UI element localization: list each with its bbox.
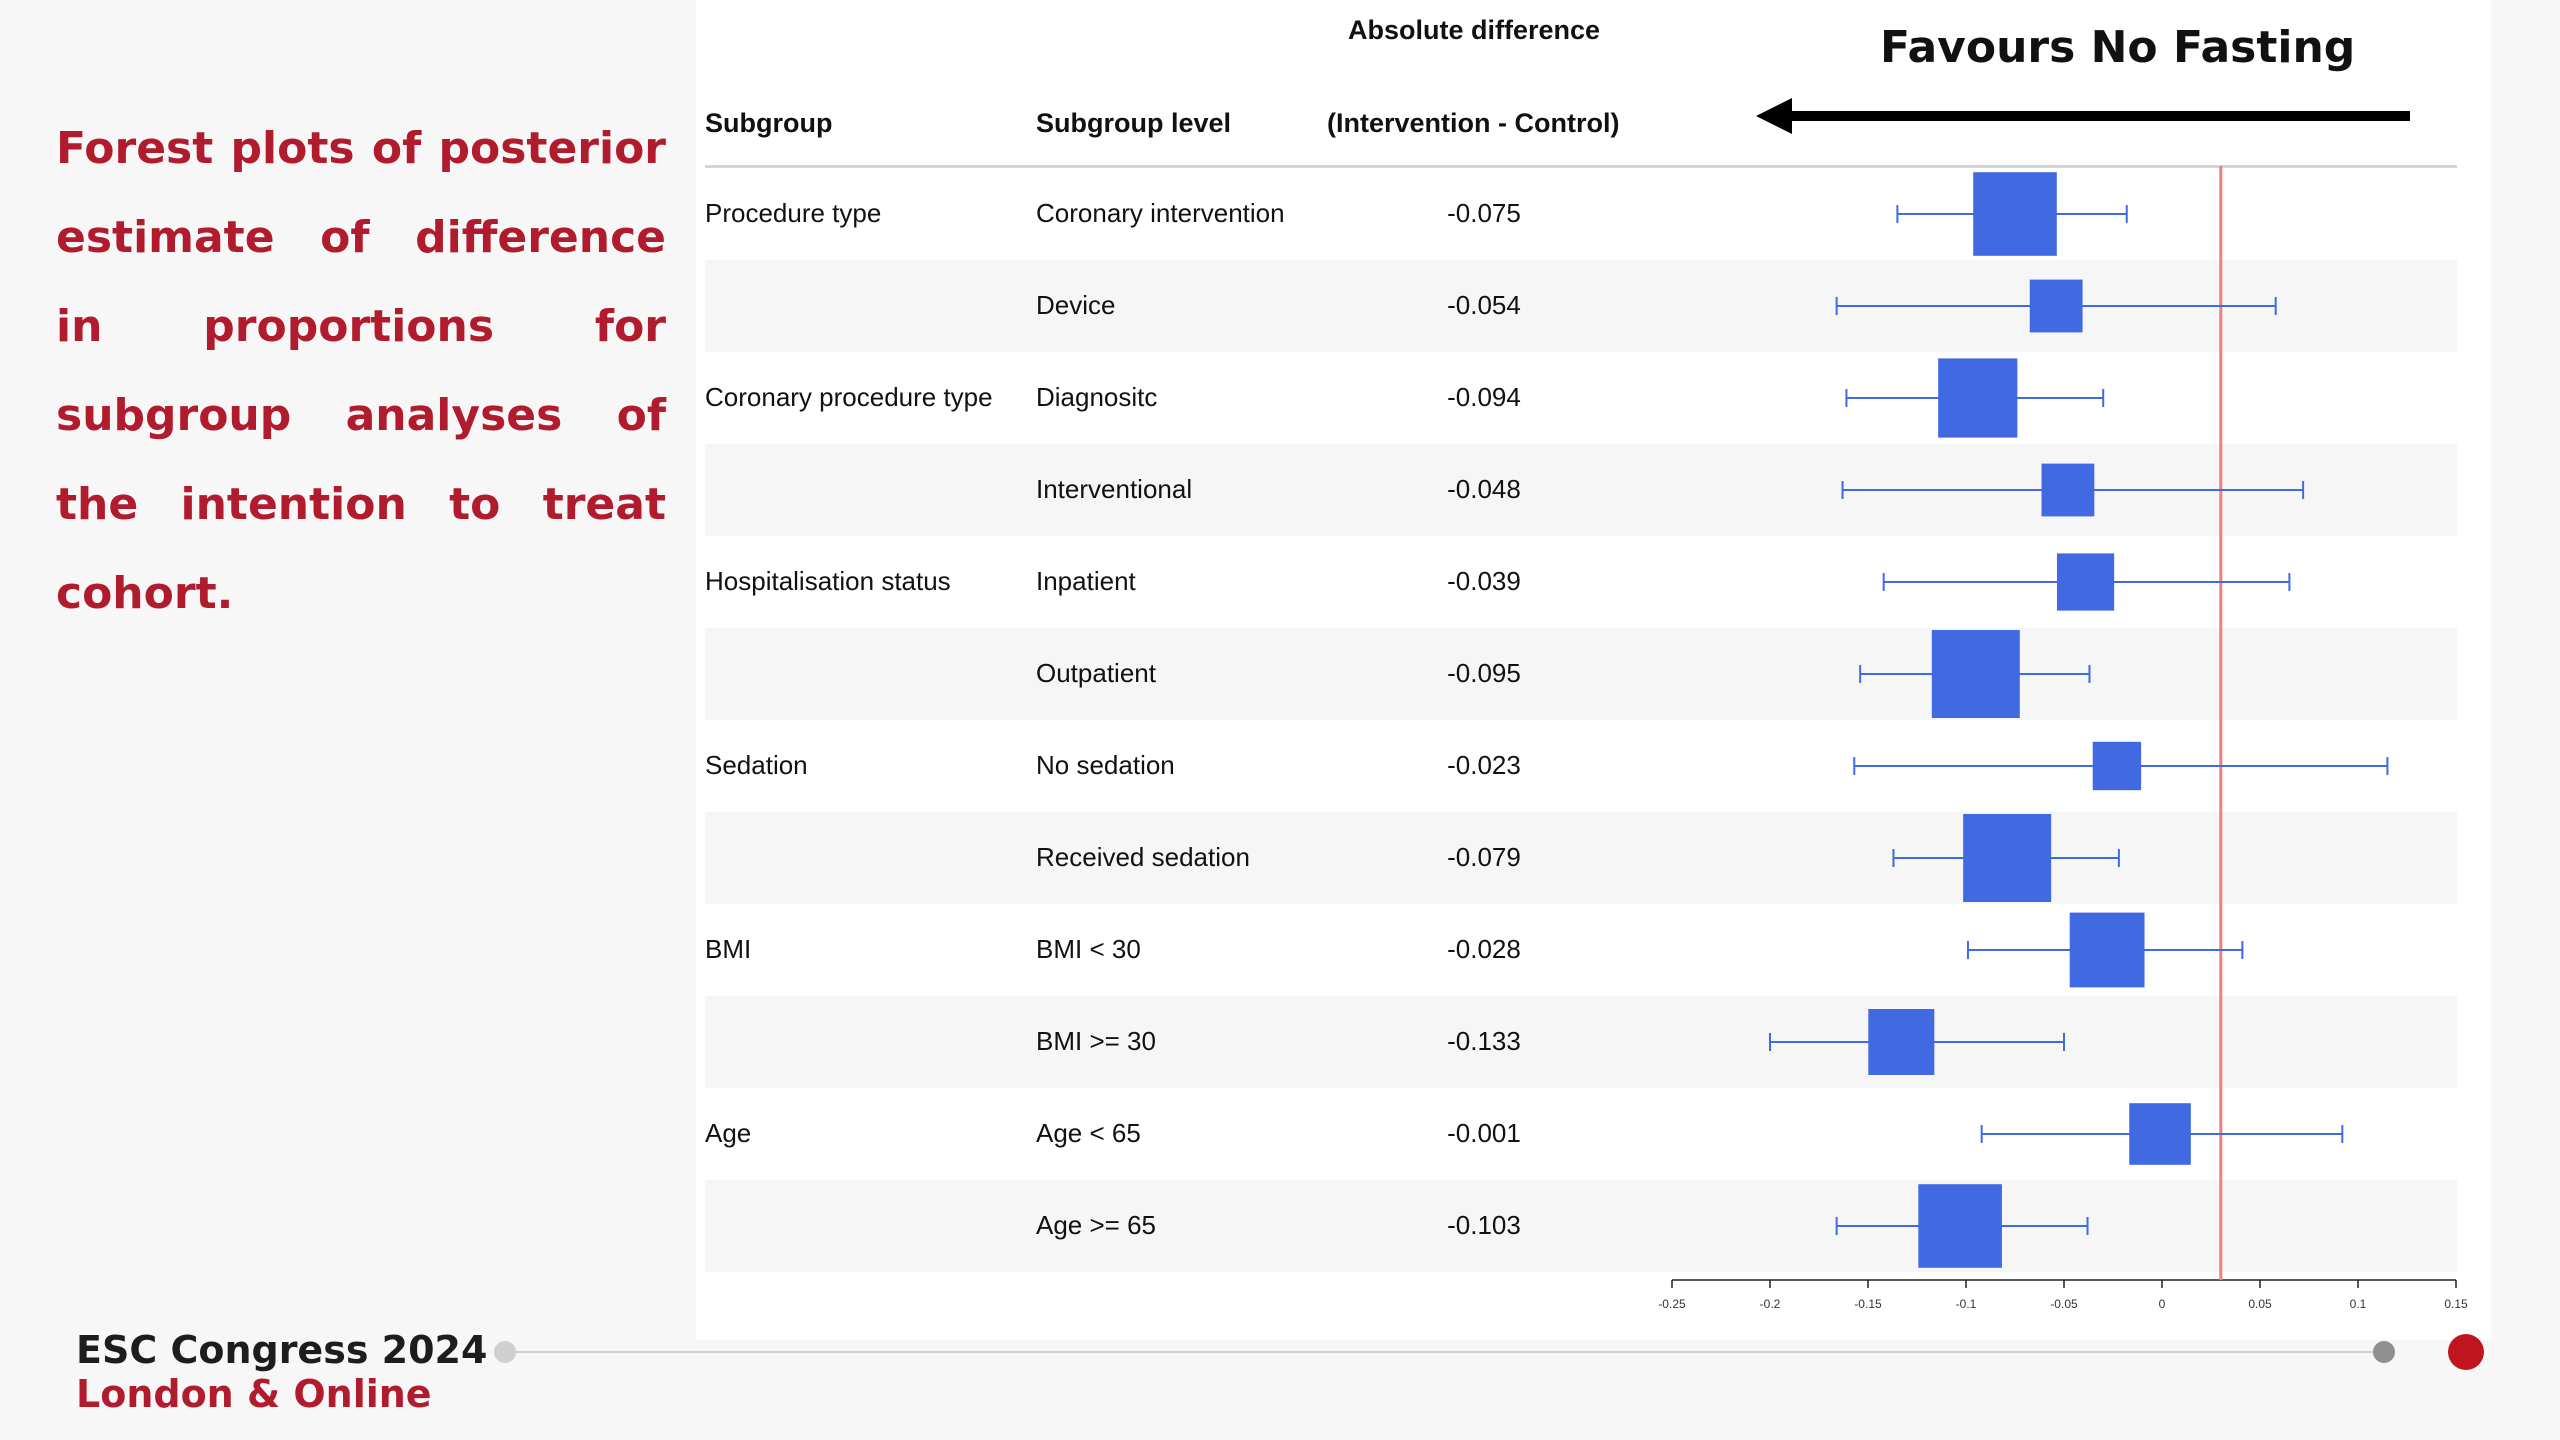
header-divider [705, 165, 2457, 168]
favours-label: Favours No Fasting [1880, 22, 2356, 73]
subgroup-cell: Hospitalisation status [705, 566, 951, 596]
table-row: Outpatient -0.095 [705, 628, 2457, 720]
brand-subtitle: London & Online [76, 1372, 432, 1416]
diff-cell: -0.094 [1447, 382, 1521, 412]
diff-cell: -0.133 [1447, 1026, 1521, 1056]
diff-cell: -0.001 [1447, 1118, 1521, 1148]
header-subgroup-level: Subgroup level [1036, 108, 1232, 138]
point-estimate-box [2041, 463, 2095, 517]
header-diff-line1: Absolute difference [1348, 15, 1601, 45]
table-row: Procedure type Coronary intervention -0.… [705, 168, 2457, 260]
subgroup-cell: Sedation [705, 750, 808, 780]
x-tick-label: 0.1 [2350, 1297, 2367, 1311]
diff-cell: -0.028 [1447, 934, 1521, 964]
diff-cell: -0.023 [1447, 750, 1521, 780]
diff-cell: -0.079 [1447, 842, 1521, 872]
level-cell: Coronary intervention [1036, 198, 1285, 228]
diff-cell: -0.095 [1447, 658, 1521, 688]
slide-progress-track [505, 1351, 2385, 1353]
x-tick-label: -0.1 [1956, 1297, 1977, 1311]
x-tick-label: 0.15 [2444, 1297, 2468, 1311]
x-tick-label: -0.15 [1854, 1297, 1882, 1311]
point-estimate-box [1931, 630, 2020, 718]
x-tick-label: 0.05 [2248, 1297, 2272, 1311]
point-estimate-box [2069, 912, 2145, 988]
progress-end-dot [2448, 1334, 2484, 1370]
level-cell: Received sedation [1036, 842, 1250, 872]
table-row: Sedation No sedation -0.023 [705, 720, 2457, 812]
level-cell: Interventional [1036, 474, 1193, 504]
level-cell: BMI >= 30 [1036, 1026, 1156, 1056]
table-row: Age Age < 65 -0.001 [705, 1088, 2457, 1180]
brand-title: ESC Congress 2024 [76, 1328, 488, 1372]
level-cell: Outpatient [1036, 658, 1156, 688]
level-cell: BMI < 30 [1036, 934, 1141, 964]
diff-cell: -0.039 [1447, 566, 1521, 596]
diff-cell: -0.054 [1447, 290, 1521, 320]
progress-marker-dot [2373, 1341, 2395, 1363]
subgroup-cell: Coronary procedure type [705, 382, 993, 412]
x-tick-label: -0.05 [2050, 1297, 2078, 1311]
x-tick-label: -0.2 [1760, 1297, 1781, 1311]
slide-description: Forest plots of posterior estimate of di… [56, 123, 666, 619]
point-estimate-box [1868, 1009, 1935, 1075]
table-row: BMI BMI < 30 -0.028 [705, 904, 2457, 996]
table-row: Age >= 65 -0.103 [705, 1180, 2457, 1272]
subgroup-cell: Age [705, 1118, 752, 1148]
header-subgroup: Subgroup [705, 108, 833, 138]
table-row: Received sedation -0.079 [705, 812, 2457, 904]
level-cell: Diagnositc [1036, 382, 1158, 412]
table-row: Coronary procedure type Diagnositc -0.09… [705, 352, 2457, 444]
header-diff-line2: (Intervention - Control) [1327, 108, 1620, 138]
diff-cell: -0.103 [1447, 1210, 1521, 1240]
level-cell: Age < 65 [1036, 1118, 1141, 1148]
point-estimate-box [1938, 358, 2018, 438]
point-estimate-box [1918, 1184, 2002, 1268]
table-row: BMI >= 30 -0.133 [705, 996, 2457, 1088]
level-cell: Device [1036, 290, 1116, 320]
point-estimate-box [1973, 172, 2057, 256]
left-arrow-shaft [1780, 111, 2410, 121]
point-estimate-box [2056, 553, 2115, 611]
table-row: Hospitalisation status Inpatient -0.039 [705, 536, 2457, 628]
point-estimate-box [1963, 814, 2052, 902]
left-arrow-icon [1756, 98, 1792, 134]
diff-cell: -0.075 [1447, 198, 1521, 228]
diff-cell: -0.048 [1447, 474, 1521, 504]
progress-start-dot [494, 1341, 516, 1363]
x-tick-label: 0 [2159, 1297, 2166, 1311]
point-estimate-box [2092, 741, 2142, 791]
point-estimate-box [2129, 1103, 2191, 1165]
point-estimate-box [2029, 279, 2083, 333]
subgroup-cell: BMI [705, 934, 752, 964]
x-tick-label: -0.25 [1658, 1297, 1686, 1311]
level-cell: Inpatient [1036, 566, 1136, 596]
level-cell: Age >= 65 [1036, 1210, 1156, 1240]
level-cell: No sedation [1036, 750, 1175, 780]
subgroup-cell: Procedure type [705, 198, 882, 228]
